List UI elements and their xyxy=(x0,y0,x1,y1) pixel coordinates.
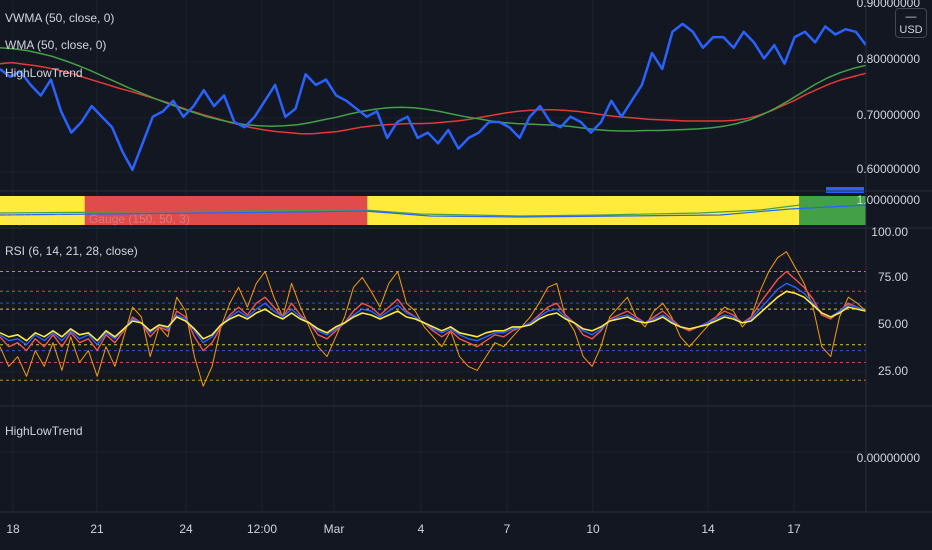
time-label: 21 xyxy=(90,522,104,536)
time-label: 24 xyxy=(179,522,193,536)
legend-wma[interactable]: WMA (50, close, 0) xyxy=(5,38,107,52)
time-label: 17 xyxy=(787,522,801,536)
gauge-segment xyxy=(0,196,85,225)
legend-highlowtrend[interactable]: HighLowTrend xyxy=(5,66,83,80)
legend-rsi[interactable]: RSI (6, 14, 21, 28, close) xyxy=(5,244,138,258)
vwma-line xyxy=(0,61,867,135)
legend-hlt-pane[interactable]: HighLowTrend xyxy=(5,424,83,438)
grid-lines xyxy=(0,0,866,512)
hlt-price-label: 0.00000000 xyxy=(856,451,920,465)
gauge-line-blue xyxy=(0,204,867,218)
gauge-segment xyxy=(367,196,800,225)
highlowtrend-line xyxy=(0,22,867,172)
time-label: 14 xyxy=(701,522,715,536)
rsi-levels xyxy=(0,271,866,381)
rsi28-line xyxy=(0,290,867,342)
price-label: 0.60000000 xyxy=(856,162,920,176)
legend-trend-gauge[interactable]: HighLow Trend Gauge (150, 50, 3) xyxy=(5,212,190,226)
rsi-label-50: 50.00 xyxy=(877,317,908,331)
price-label-top: 0.90000000 xyxy=(856,0,920,10)
time-label: 18 xyxy=(6,522,20,536)
pane-dividers xyxy=(0,0,932,513)
rsi-label-100: 100.00 xyxy=(871,225,908,239)
rsi14-line xyxy=(0,270,867,352)
gauge-price-label: 1.00000000 xyxy=(856,193,920,207)
price-label: 0.80000000 xyxy=(856,52,920,66)
currency-unit: USD xyxy=(899,24,923,36)
time-label: 4 xyxy=(417,522,425,536)
time-label: 7 xyxy=(503,522,511,536)
gauge-line-green xyxy=(0,202,867,217)
series-lines xyxy=(0,22,867,387)
rsi21-line xyxy=(0,282,867,346)
gauge-segment xyxy=(799,196,866,225)
currency-selector[interactable]: — USD xyxy=(895,8,927,38)
time-label: Mar xyxy=(323,522,345,536)
legend-vwma[interactable]: VWMA (50, close, 0) xyxy=(5,11,115,25)
trend-gauge xyxy=(0,187,867,225)
rsi6-line xyxy=(0,251,867,387)
currency-dash: — xyxy=(905,11,917,23)
time-label: 10 xyxy=(586,522,600,536)
rsi-label-25: 25.00 xyxy=(877,364,908,378)
rsi-label-75: 75.00 xyxy=(877,270,908,284)
time-label: 12:00 xyxy=(246,522,278,536)
price-label: 0.70000000 xyxy=(856,108,920,122)
wma-line xyxy=(0,47,867,132)
gauge-marker xyxy=(826,187,864,193)
